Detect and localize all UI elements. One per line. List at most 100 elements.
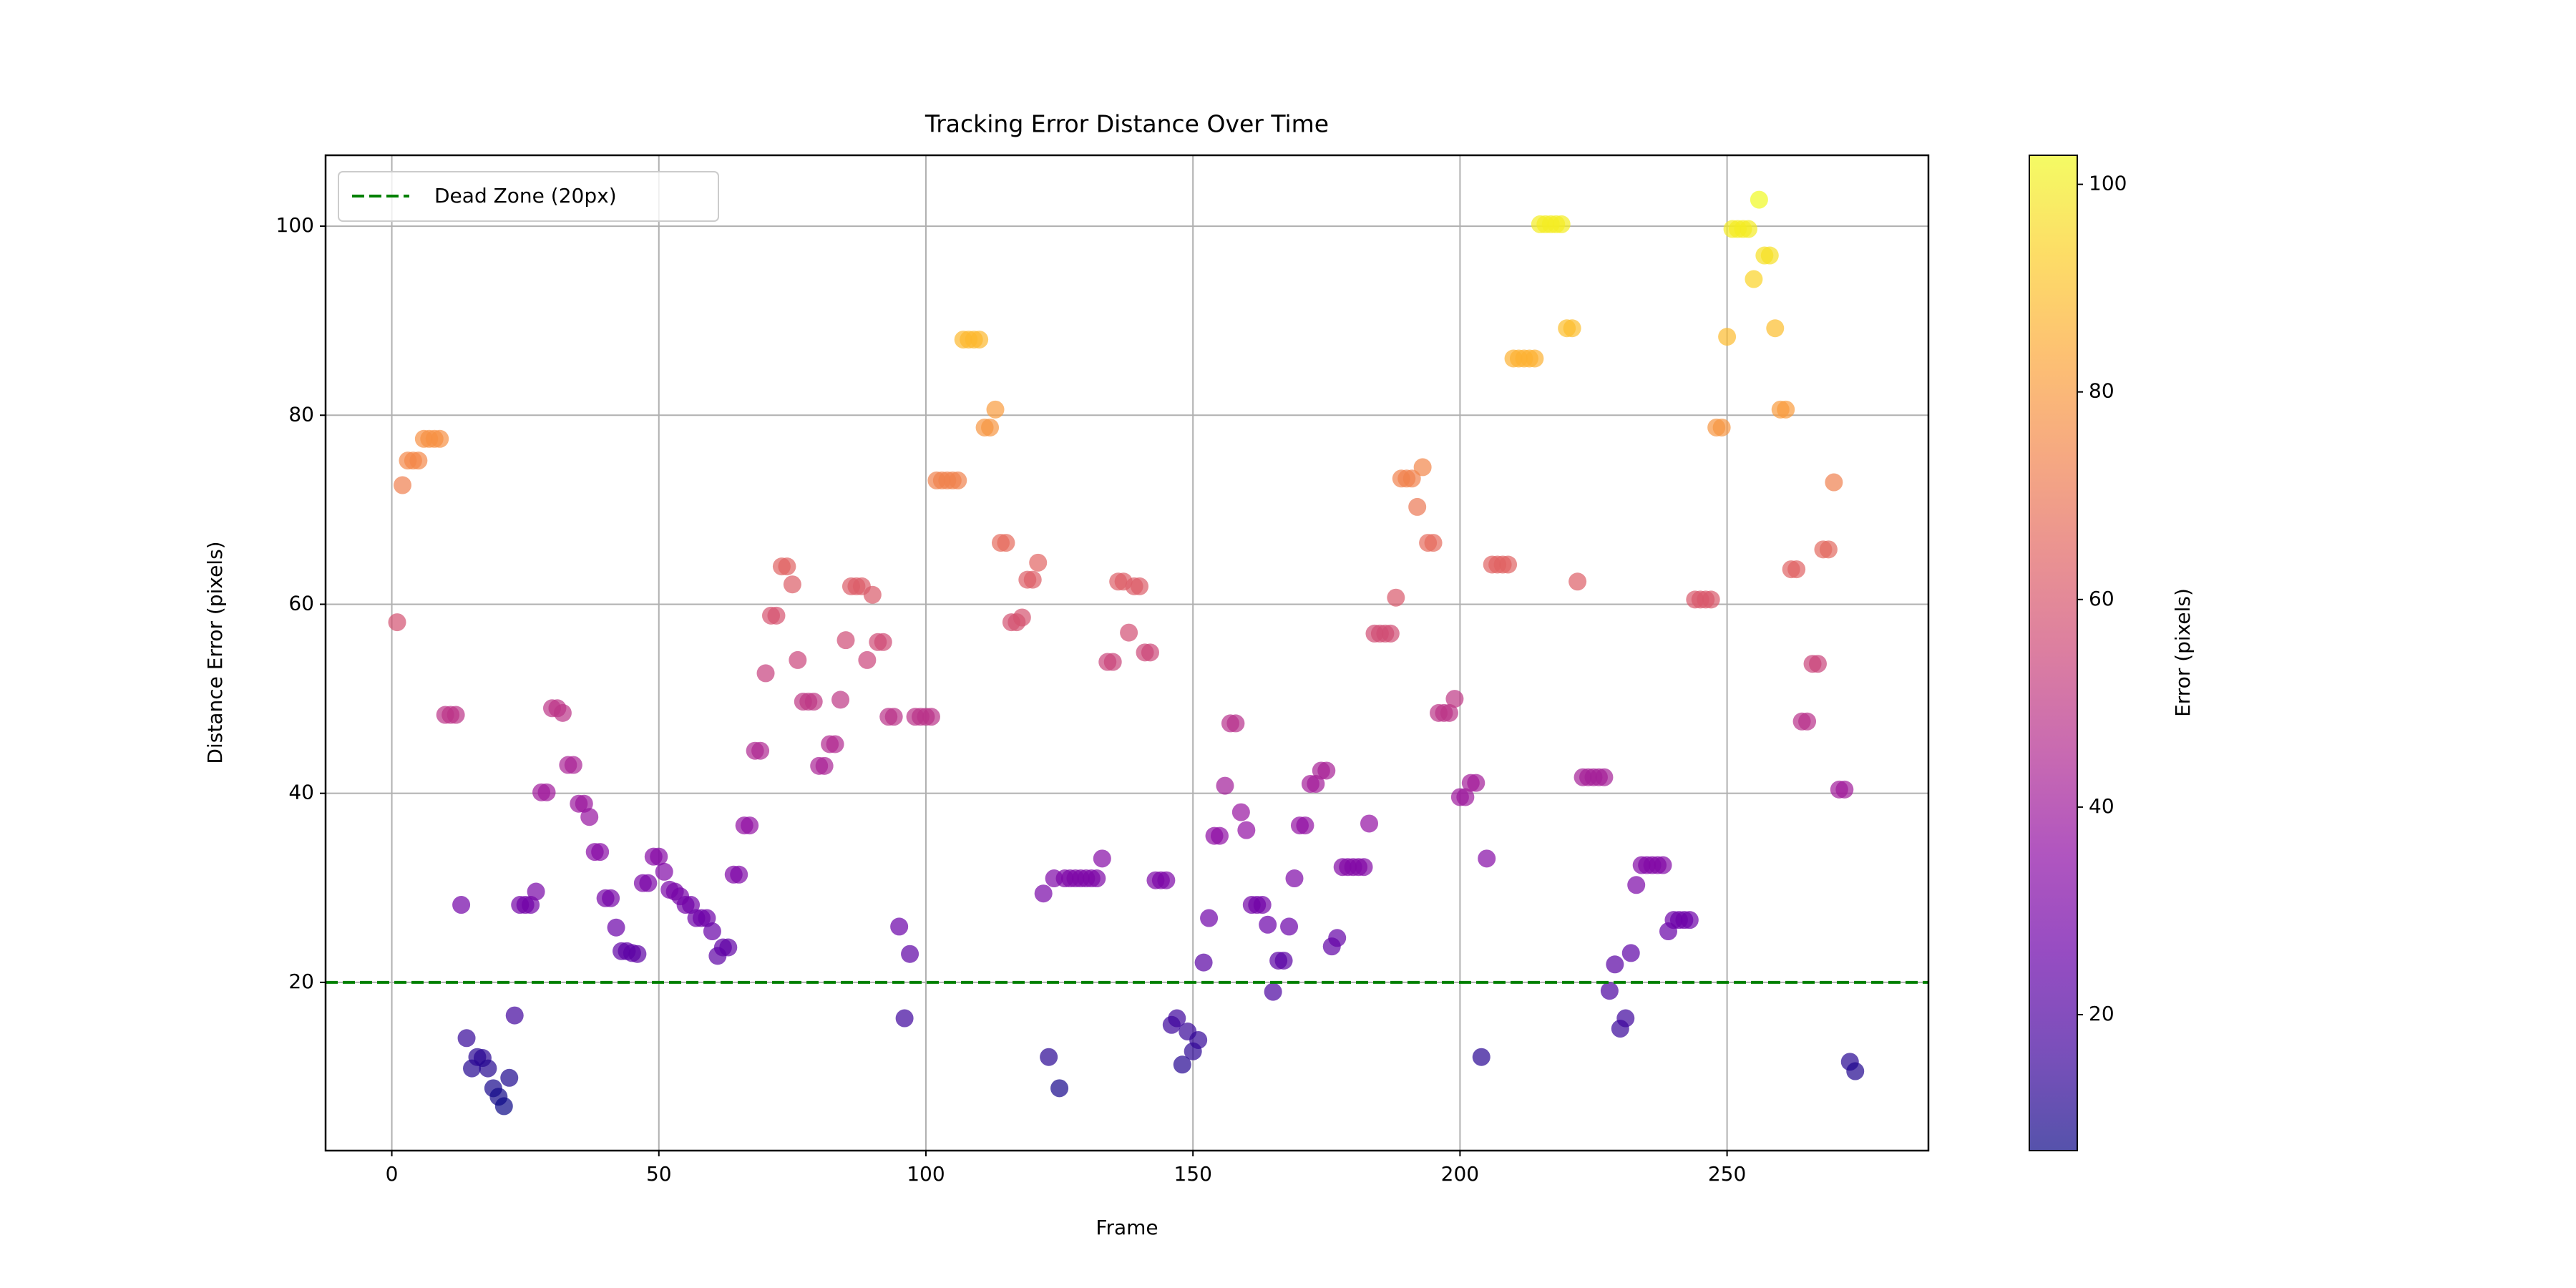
data-point bbox=[1194, 953, 1213, 972]
data-point bbox=[1712, 418, 1731, 436]
data-point bbox=[884, 708, 903, 726]
data-point bbox=[505, 1006, 524, 1025]
data-point bbox=[1846, 1062, 1865, 1080]
data-point bbox=[836, 631, 855, 650]
data-point bbox=[1413, 458, 1432, 477]
data-point bbox=[591, 843, 610, 862]
data-point bbox=[826, 735, 844, 753]
data-point bbox=[949, 471, 967, 489]
data-point bbox=[730, 865, 748, 884]
colorbar-label: Error (pixels) bbox=[2171, 588, 2195, 717]
data-point bbox=[858, 650, 877, 669]
data-point bbox=[703, 922, 721, 941]
data-point bbox=[1402, 469, 1421, 488]
data-point bbox=[1750, 190, 1768, 209]
data-point bbox=[756, 664, 775, 683]
data-point bbox=[1563, 319, 1581, 338]
data-point bbox=[1274, 951, 1293, 970]
data-point bbox=[1467, 774, 1485, 792]
data-point bbox=[1568, 572, 1587, 591]
data-point bbox=[409, 452, 428, 470]
data-point bbox=[1654, 856, 1672, 874]
data-point bbox=[553, 703, 572, 722]
data-point bbox=[1253, 896, 1272, 914]
data-point bbox=[1552, 215, 1571, 233]
legend-label: Dead Zone (20px) bbox=[434, 184, 617, 208]
data-point bbox=[1627, 876, 1646, 894]
data-point bbox=[1259, 915, 1277, 934]
data-point bbox=[1141, 643, 1159, 662]
data-point bbox=[494, 1097, 513, 1116]
data-point bbox=[901, 945, 919, 963]
data-point bbox=[1264, 982, 1282, 1001]
data-point bbox=[1226, 714, 1245, 733]
data-point bbox=[1819, 540, 1838, 559]
data-point bbox=[1499, 555, 1518, 574]
colorbar-tick-label: 20 bbox=[2089, 1002, 2114, 1025]
data-point bbox=[1088, 869, 1106, 888]
data-point bbox=[1355, 858, 1373, 877]
data-point bbox=[831, 691, 850, 709]
data-point bbox=[1739, 220, 1757, 238]
data-point bbox=[1616, 1009, 1635, 1028]
data-point bbox=[1328, 929, 1347, 947]
data-point bbox=[922, 708, 940, 726]
y-tick-label: 20 bbox=[288, 970, 314, 993]
data-point bbox=[1381, 624, 1400, 643]
data-point bbox=[719, 938, 738, 957]
data-point bbox=[1445, 690, 1464, 708]
data-point bbox=[1296, 816, 1314, 835]
data-point bbox=[1798, 712, 1817, 731]
legend-box bbox=[338, 171, 719, 222]
y-tick-label: 60 bbox=[288, 591, 314, 615]
data-point bbox=[863, 585, 882, 604]
data-point bbox=[452, 896, 471, 914]
data-point bbox=[1013, 608, 1031, 627]
y-tick-label: 80 bbox=[288, 402, 314, 426]
y-tick-label: 100 bbox=[276, 213, 314, 237]
data-point bbox=[741, 816, 759, 835]
y-tick-label: 40 bbox=[288, 781, 314, 804]
data-point bbox=[537, 783, 556, 801]
data-point bbox=[457, 1029, 476, 1048]
data-point bbox=[1702, 590, 1720, 609]
data-point bbox=[1387, 588, 1405, 607]
data-point bbox=[778, 557, 796, 576]
data-point bbox=[1280, 917, 1299, 936]
plot-frame bbox=[324, 154, 1930, 1152]
data-point bbox=[1424, 534, 1443, 552]
data-point bbox=[479, 1059, 497, 1078]
x-tick-label: 0 bbox=[386, 1162, 399, 1186]
data-point bbox=[1173, 1055, 1191, 1074]
data-point bbox=[1777, 400, 1795, 419]
data-point bbox=[639, 874, 658, 892]
data-point bbox=[1456, 788, 1475, 806]
colorbar bbox=[2029, 155, 2078, 1151]
colorbar-tick-label: 40 bbox=[2089, 794, 2114, 818]
data-point bbox=[1216, 776, 1234, 795]
data-point bbox=[1211, 826, 1229, 845]
data-point bbox=[751, 741, 770, 760]
data-point bbox=[580, 808, 599, 826]
data-point bbox=[895, 1009, 914, 1028]
data-point bbox=[1103, 653, 1122, 671]
data-point bbox=[1408, 497, 1427, 516]
data-point bbox=[890, 917, 909, 936]
data-point bbox=[1718, 328, 1737, 346]
data-point bbox=[1595, 768, 1614, 786]
data-point bbox=[1600, 982, 1619, 1000]
data-point bbox=[1526, 349, 1544, 368]
data-point bbox=[1034, 884, 1053, 903]
data-point bbox=[602, 889, 620, 907]
data-point bbox=[804, 693, 823, 711]
data-point bbox=[1680, 911, 1699, 930]
colorbar-tick-label: 80 bbox=[2089, 379, 2114, 403]
data-point bbox=[1440, 703, 1458, 722]
data-point bbox=[970, 331, 989, 349]
data-point bbox=[1745, 270, 1763, 288]
data-point bbox=[1478, 849, 1496, 868]
data-point bbox=[1093, 849, 1111, 868]
data-point bbox=[1157, 871, 1176, 889]
data-point bbox=[1285, 869, 1304, 888]
